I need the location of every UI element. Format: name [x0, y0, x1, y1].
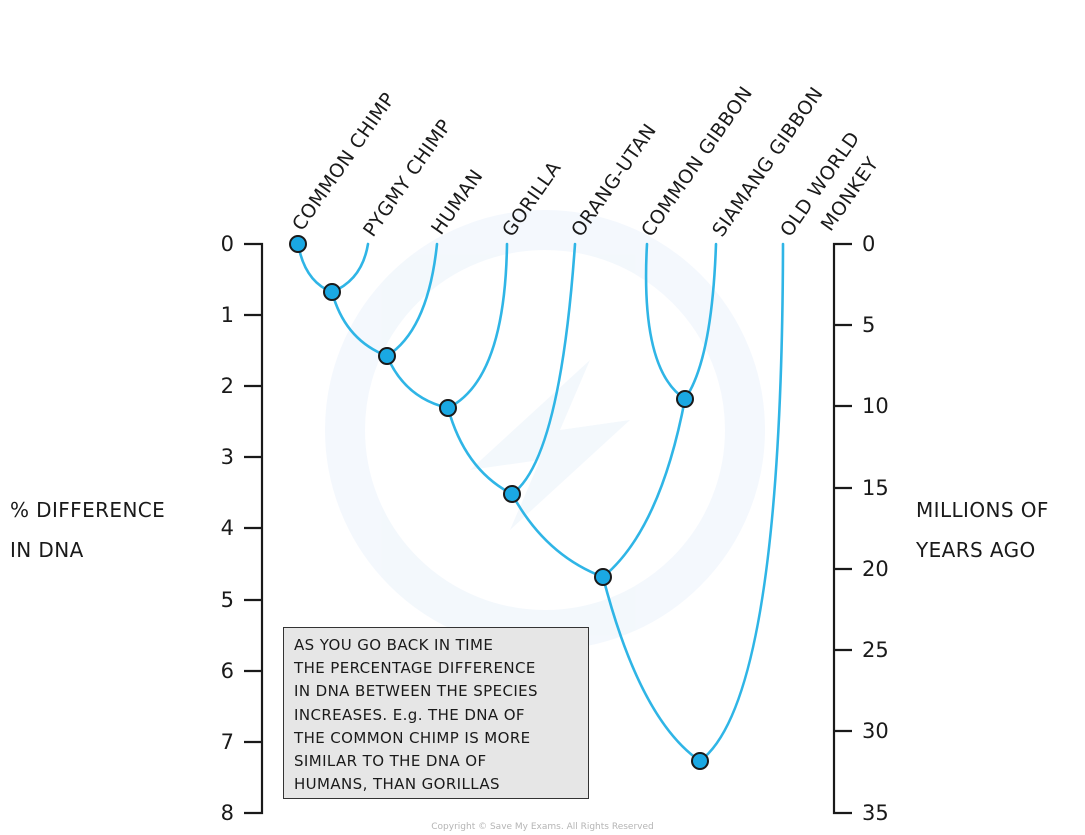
left-tick-label: 6	[221, 659, 234, 683]
watermark-logo	[325, 210, 765, 650]
node-ape-split	[594, 568, 612, 586]
left-tick-label: 0	[221, 232, 234, 256]
node-common-chimp-tip	[289, 235, 307, 253]
note-line: IN DNA BETWEEN THE SPECIES	[294, 682, 538, 701]
left-axis	[244, 242, 264, 815]
node-chimp-split	[323, 283, 341, 301]
note-line: SIMILAR TO THE DNA OF	[294, 752, 487, 771]
right-tick-label: 25	[862, 638, 889, 662]
left-tick-label: 8	[221, 801, 234, 825]
branch-human-chimp-ancestor	[385, 354, 450, 410]
note-line: INCREASES. E.g. THE DNA OF	[294, 705, 525, 724]
right-tick-label: 0	[862, 232, 875, 256]
left-axis-title: % DIFFERENCE	[10, 498, 165, 522]
left-tick-label: 4	[221, 516, 234, 540]
species-labels: COMMON CHIMP PYGMY CHIMP HUMAN GORILLA O…	[288, 82, 883, 240]
right-axis-title: MILLIONS OF	[916, 498, 1049, 522]
right-tick-label: 20	[862, 557, 889, 581]
note-line: AS YOU GO BACK IN TIME	[294, 636, 494, 654]
right-axis-title: YEARS AGO	[915, 538, 1036, 562]
branch-pygmy-chimp	[330, 242, 370, 294]
note-line: THE COMMON CHIMP IS MORE	[294, 728, 531, 747]
right-tick-label: 10	[862, 394, 889, 418]
node-gorilla-split	[439, 399, 457, 417]
left-tick-label: 1	[221, 303, 234, 327]
branch-ape-ancestor	[601, 575, 702, 763]
branch-gibbon-ancestor	[601, 397, 687, 579]
note-line: THE PERCENTAGE DIFFERENCE	[294, 659, 536, 678]
right-tick-label: 5	[862, 313, 875, 337]
node-monkey-split	[691, 752, 709, 770]
tree-branches	[296, 242, 785, 763]
tree-nodes	[289, 235, 709, 770]
explanation-note: AS YOU GO BACK IN TIME THE PERCENTAGE DI…	[283, 627, 589, 799]
left-tick-label: 7	[221, 730, 234, 754]
branch-orang-utan	[510, 242, 577, 496]
left-axis-ticks: 0 1 2 3 4 5 6 7 8	[221, 232, 234, 825]
note-line: HUMANS, THAN GORILLAS	[294, 775, 500, 794]
branch-old-world-monkey	[698, 242, 785, 763]
left-axis-title: IN DNA	[10, 538, 84, 562]
copyright-text: Copyright © Save My Exams. All Rights Re…	[431, 822, 654, 832]
branch-great-ape-ancestor	[510, 492, 605, 579]
branch-gorilla	[446, 242, 509, 410]
node-orang-utan-split	[503, 485, 521, 503]
right-tick-label: 35	[862, 801, 889, 825]
left-tick-label: 3	[221, 445, 234, 469]
left-tick-label: 2	[221, 374, 234, 398]
right-tick-label: 15	[862, 476, 889, 500]
branch-human	[385, 242, 439, 358]
right-axis-ticks: 0 5 10 15 20 25 30 35	[862, 232, 889, 825]
node-human-split	[378, 347, 396, 365]
branch-siamang-gibbon	[683, 242, 718, 401]
branch-african-ape-ancestor	[446, 406, 514, 496]
right-axis	[832, 242, 852, 815]
right-tick-label: 30	[862, 719, 889, 743]
node-gibbon-split	[676, 390, 694, 408]
branch-common-gibbon	[644, 242, 687, 401]
left-tick-label: 5	[221, 588, 234, 612]
